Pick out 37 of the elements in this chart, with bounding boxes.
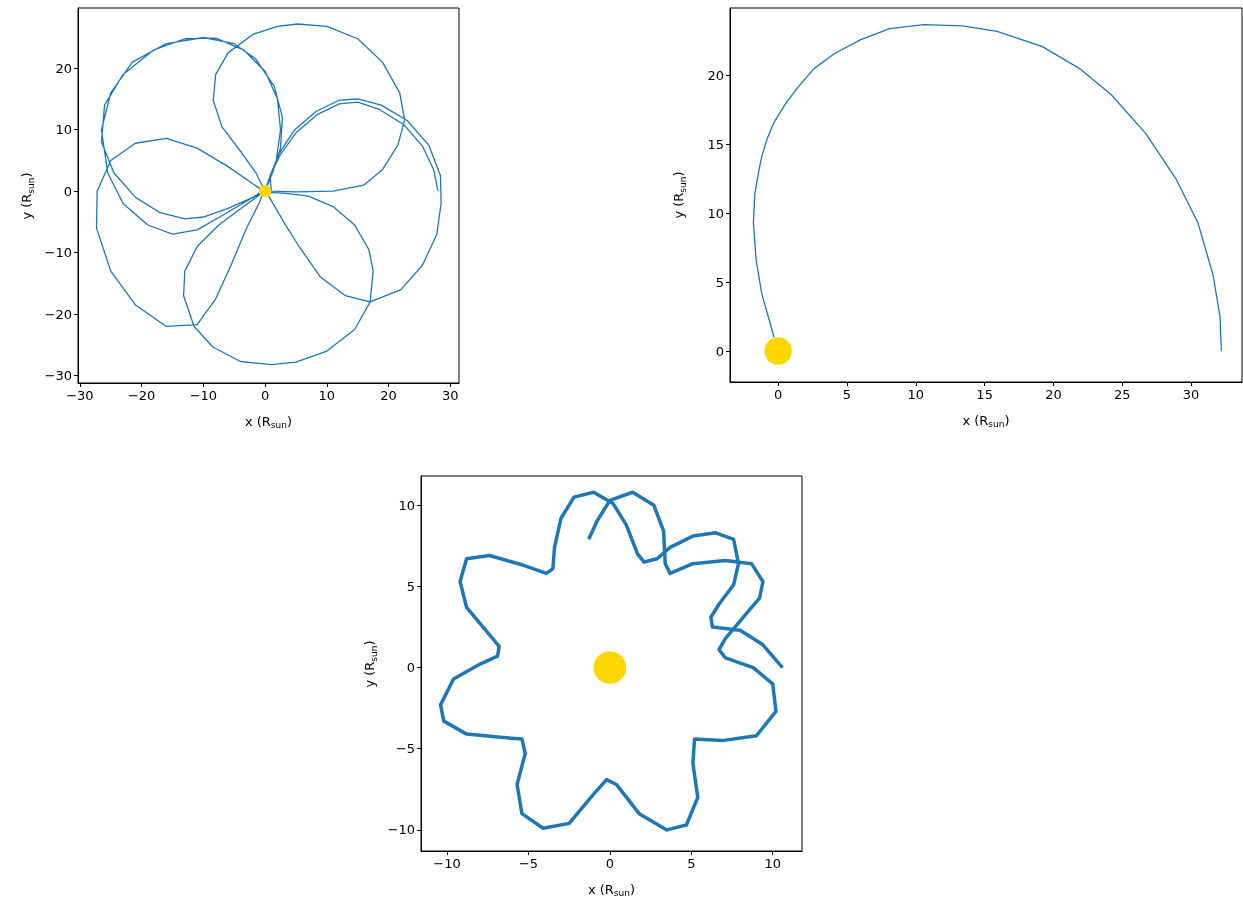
x-tick-label: 20 [1045, 387, 1062, 402]
y-tick-label: −20 [44, 306, 72, 322]
line-series [95, 23, 442, 366]
x-tick-label: 15 [976, 387, 993, 402]
x-tick-label: −10 [433, 856, 461, 871]
x-tick-label: 10 [907, 387, 925, 402]
x-tick-label: 10 [318, 388, 336, 403]
x-tick-label: 30 [1182, 387, 1200, 402]
y-tick-label: 10 [707, 205, 724, 221]
y-tick-label: 20 [55, 60, 72, 76]
y-tick-label: 5 [406, 578, 415, 594]
y-tick-label: 0 [63, 183, 72, 199]
y-tick-label: −10 [387, 822, 415, 838]
y-tick-label: 10 [398, 497, 415, 513]
x-tick-label: 5 [687, 856, 696, 871]
y-tick-label: 0 [406, 660, 415, 676]
x-tick-label: −10 [189, 388, 218, 403]
x-tick-label: 0 [605, 856, 615, 871]
x-tick-label: 0 [260, 388, 270, 403]
y-tick-label: 10 [55, 122, 72, 138]
x-tick-label: −30 [66, 388, 94, 403]
x-tick-label: −5 [518, 856, 539, 871]
y-tick-label: 20 [707, 68, 724, 83]
line-series [438, 490, 785, 832]
y-tick-label: 5 [715, 274, 724, 290]
y-tick-label: −5 [395, 741, 415, 757]
y-tick-label: −30 [44, 368, 72, 384]
x-tick-label: −20 [127, 388, 156, 403]
x-tick-label: 0 [774, 387, 783, 402]
y-tick-label: 15 [707, 136, 724, 152]
x-tick-label: 20 [380, 388, 397, 403]
y-tick-label: 0 [715, 343, 724, 359]
x-tick-label: 25 [1113, 387, 1131, 402]
x-tick-label: 30 [442, 388, 459, 403]
x-tick-label: 5 [842, 387, 852, 402]
y-tick-label: −10 [44, 245, 72, 261]
x-tick-label: 10 [764, 856, 781, 871]
